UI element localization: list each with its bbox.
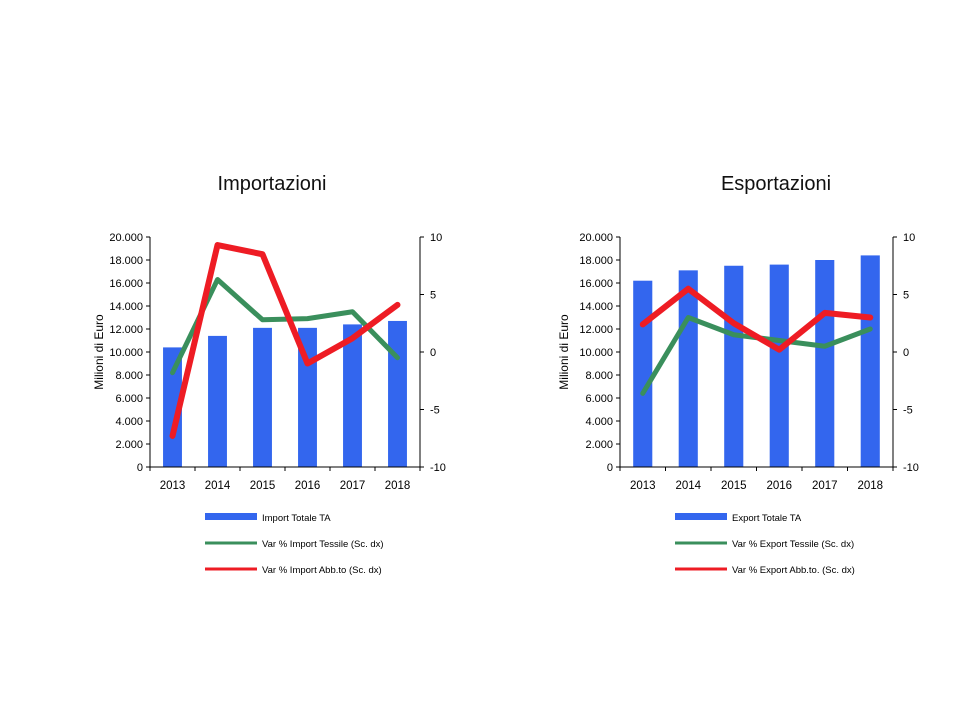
y-tick-label: 12.000	[579, 324, 613, 336]
y2-tick-label: 5	[903, 290, 909, 302]
x-tick-label: 2015	[721, 480, 747, 492]
bar-2017	[343, 324, 362, 467]
x-tick-label: 2016	[295, 480, 321, 492]
y-tick-label: 0	[137, 462, 143, 474]
y-tick-label: 12.000	[109, 324, 143, 336]
x-tick-label: 2014	[205, 480, 231, 492]
y-tick-label: 20.000	[109, 232, 143, 244]
legend-label: Import Totale TA	[262, 513, 331, 524]
legend-label: Export Totale TA	[732, 513, 802, 524]
y-axis-label: Milioni di Euro	[92, 314, 106, 390]
y-tick-label: 18.000	[109, 255, 143, 267]
bar-2018	[388, 320, 407, 467]
y-tick-label: 2.000	[585, 439, 613, 451]
y-tick-label: 6.000	[115, 393, 143, 405]
x-tick-label: 2013	[160, 480, 186, 492]
line-var-export-tessile-sc-dx-	[640, 315, 873, 396]
bar-2016	[769, 264, 789, 467]
y-tick-label: 6.000	[585, 393, 613, 405]
x-tick-label: 2013	[630, 480, 656, 492]
bar-2013	[633, 280, 653, 467]
legend-label: Var % Export Abb.to. (Sc. dx)	[732, 565, 855, 576]
y-tick-label: 4.000	[585, 416, 613, 428]
y-tick-label: 14.000	[579, 301, 613, 313]
x-tick-label: 2014	[675, 480, 701, 492]
y-tick-label: 0	[607, 462, 613, 474]
legend-swatch	[205, 513, 257, 520]
y-tick-label: 2.000	[115, 439, 143, 451]
chart-title-importazioni: Importazioni	[217, 173, 327, 195]
legend-swatch	[675, 513, 727, 520]
y-tick-label: 18.000	[579, 255, 613, 267]
y-tick-label: 4.000	[115, 416, 143, 428]
bar-2014	[208, 335, 227, 467]
line-var-import-tessile-sc-dx-	[170, 277, 400, 376]
importazioni-chart: 0 2.000 4.000 6.000 8.000 10.000 12.000 14.000 1…	[92, 232, 446, 576]
y-tick-label: 10.000	[109, 347, 143, 359]
x-tick-label: 2017	[340, 480, 366, 492]
bar-2015	[724, 265, 744, 467]
esportazioni-chart: 0 2.000 4.000 6.000 8.000 10.000 12.000 14.000 1…	[557, 232, 919, 576]
x-tick-label: 2016	[766, 480, 792, 492]
bar-2013	[163, 347, 182, 467]
y-tick-label: 14.000	[109, 301, 143, 313]
bar-2017	[815, 260, 835, 467]
bar-2018	[860, 255, 880, 467]
y-axis-label: Milioni di Euro	[557, 314, 571, 390]
legend-label: Var % Export Tessile (Sc. dx)	[732, 539, 854, 550]
y2-tick-label: -10	[903, 462, 919, 474]
x-tick-label: 2018	[857, 480, 883, 492]
y2-tick-label: -5	[430, 405, 440, 417]
legend-label: Var % Import Abb.to (Sc. dx)	[262, 565, 382, 576]
legend-label: Var % Import Tessile (Sc. dx)	[262, 539, 384, 550]
x-tick-label: 2017	[812, 480, 838, 492]
line-var-export-abb-to-sc-dx-	[639, 285, 874, 353]
y-tick-label: 16.000	[109, 278, 143, 290]
y2-tick-label: -10	[430, 462, 446, 474]
y-tick-label: 8.000	[585, 370, 613, 382]
y-tick-label: 20.000	[579, 232, 613, 244]
y2-tick-label: 10	[430, 232, 442, 244]
chart-title-esportazioni: Esportazioni	[720, 173, 832, 195]
y2-tick-label: 10	[903, 232, 915, 244]
y2-tick-label: 5	[430, 290, 436, 302]
y2-tick-label: 0	[903, 347, 909, 359]
y2-tick-label: 0	[430, 347, 436, 359]
y-tick-label: 8.000	[115, 370, 143, 382]
bar-2015	[253, 327, 272, 467]
x-tick-label: 2015	[250, 480, 276, 492]
y2-tick-label: -5	[903, 405, 913, 417]
line-var-import-abb-to-sc-dx-	[169, 242, 401, 439]
x-tick-label: 2018	[385, 480, 411, 492]
bar-2014	[678, 270, 698, 467]
y-tick-label: 10.000	[579, 347, 613, 359]
y-tick-label: 16.000	[579, 278, 613, 290]
